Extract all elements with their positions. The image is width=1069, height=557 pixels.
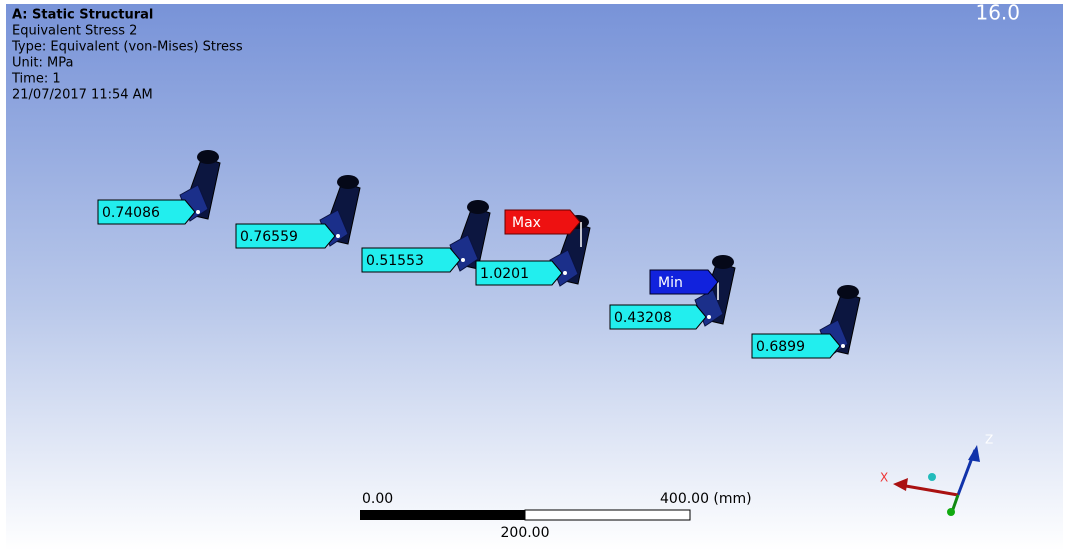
probe-value: 0.74086 — [102, 205, 160, 221]
bolt-head — [467, 200, 489, 214]
probe-value: 1.0201 — [480, 266, 529, 282]
title: A: Static Structural — [12, 8, 153, 23]
viewport: A: Static Structural Equivalent Stress 2… — [0, 0, 1069, 557]
info-line: Unit: MPa — [12, 56, 73, 71]
version: 16.0 — [975, 1, 1020, 25]
probe-value: 0.6899 — [756, 339, 805, 355]
bolt-head — [197, 150, 219, 164]
center-marker — [928, 473, 936, 481]
min-label: Min — [658, 275, 683, 291]
page: A: Static Structural Equivalent Stress 2… — [0, 0, 1069, 557]
probe-value: 0.51553 — [366, 253, 424, 269]
probe-point — [461, 258, 465, 262]
max-label: Max — [512, 215, 541, 231]
probe-point — [841, 344, 845, 348]
probe-point — [563, 271, 567, 275]
probe-point — [707, 315, 711, 319]
scale-bar-dark — [360, 510, 525, 520]
info-line: 21/07/2017 11:54 AM — [12, 88, 153, 103]
bolt-head — [712, 255, 734, 269]
probe-point — [336, 234, 340, 238]
bolt-head — [337, 175, 359, 189]
probe-point — [196, 210, 200, 214]
z-label: Z — [985, 433, 993, 447]
probe-value: 0.43208 — [614, 310, 672, 326]
scale-middle: 200.00 — [501, 525, 550, 541]
info-line: Time: 1 — [11, 72, 61, 87]
y-marker — [947, 508, 955, 516]
bolt-head — [837, 285, 859, 299]
info-line: Equivalent Stress 2 — [12, 24, 137, 39]
probe-value: 0.76559 — [240, 229, 298, 245]
scale-end: 400.00 (mm) — [660, 491, 752, 507]
scale-start: 0.00 — [362, 491, 393, 507]
x-label: X — [880, 471, 888, 485]
info-line: Type: Equivalent (von-Mises) Stress — [11, 40, 243, 55]
scale-bar-light — [525, 510, 690, 520]
